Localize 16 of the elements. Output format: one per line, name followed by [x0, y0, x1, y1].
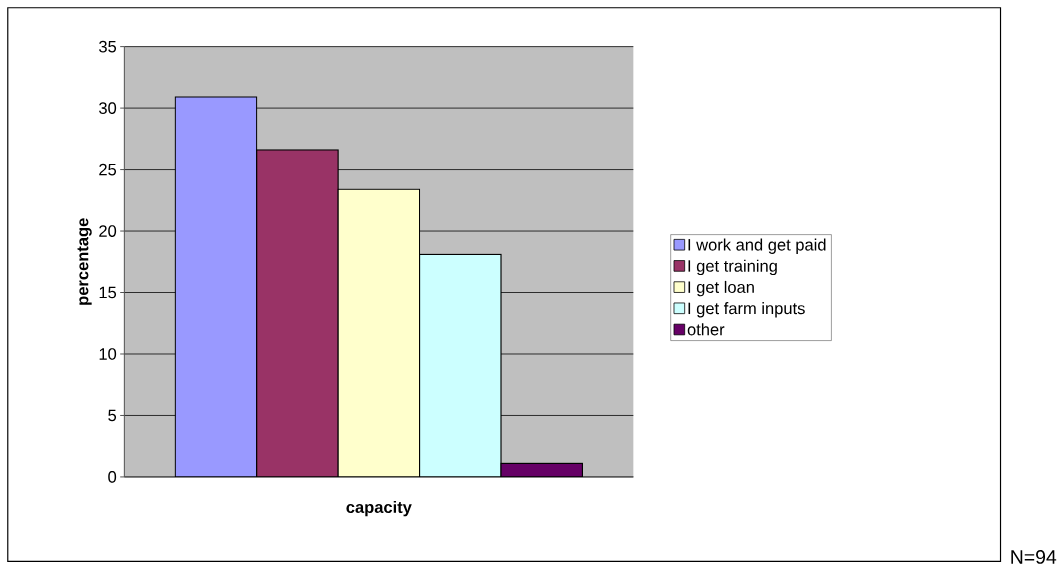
text: N=94: [1011, 550, 1057, 564]
x-axis-title: capacity: [346, 500, 412, 517]
y-tick-label: 0: [108, 471, 117, 483]
legend-label: I get training: [688, 259, 777, 276]
y-axis-title: percentage: [77, 218, 92, 305]
y-tick-label: 10: [99, 348, 117, 360]
y-tick-label: 30: [99, 102, 117, 114]
y-tick-label: 20: [99, 225, 117, 237]
y-tick-label: 35: [99, 40, 117, 53]
y-tick-label: 5: [108, 409, 117, 422]
legend-label: I get loan: [688, 280, 754, 297]
legend-label: I work and get paid: [688, 238, 826, 254]
legend-label: other: [687, 323, 725, 336]
legend-label: I get farm inputs: [688, 302, 805, 318]
y-tick-label: 25: [99, 163, 117, 176]
y-tick-label: 15: [99, 286, 117, 299]
